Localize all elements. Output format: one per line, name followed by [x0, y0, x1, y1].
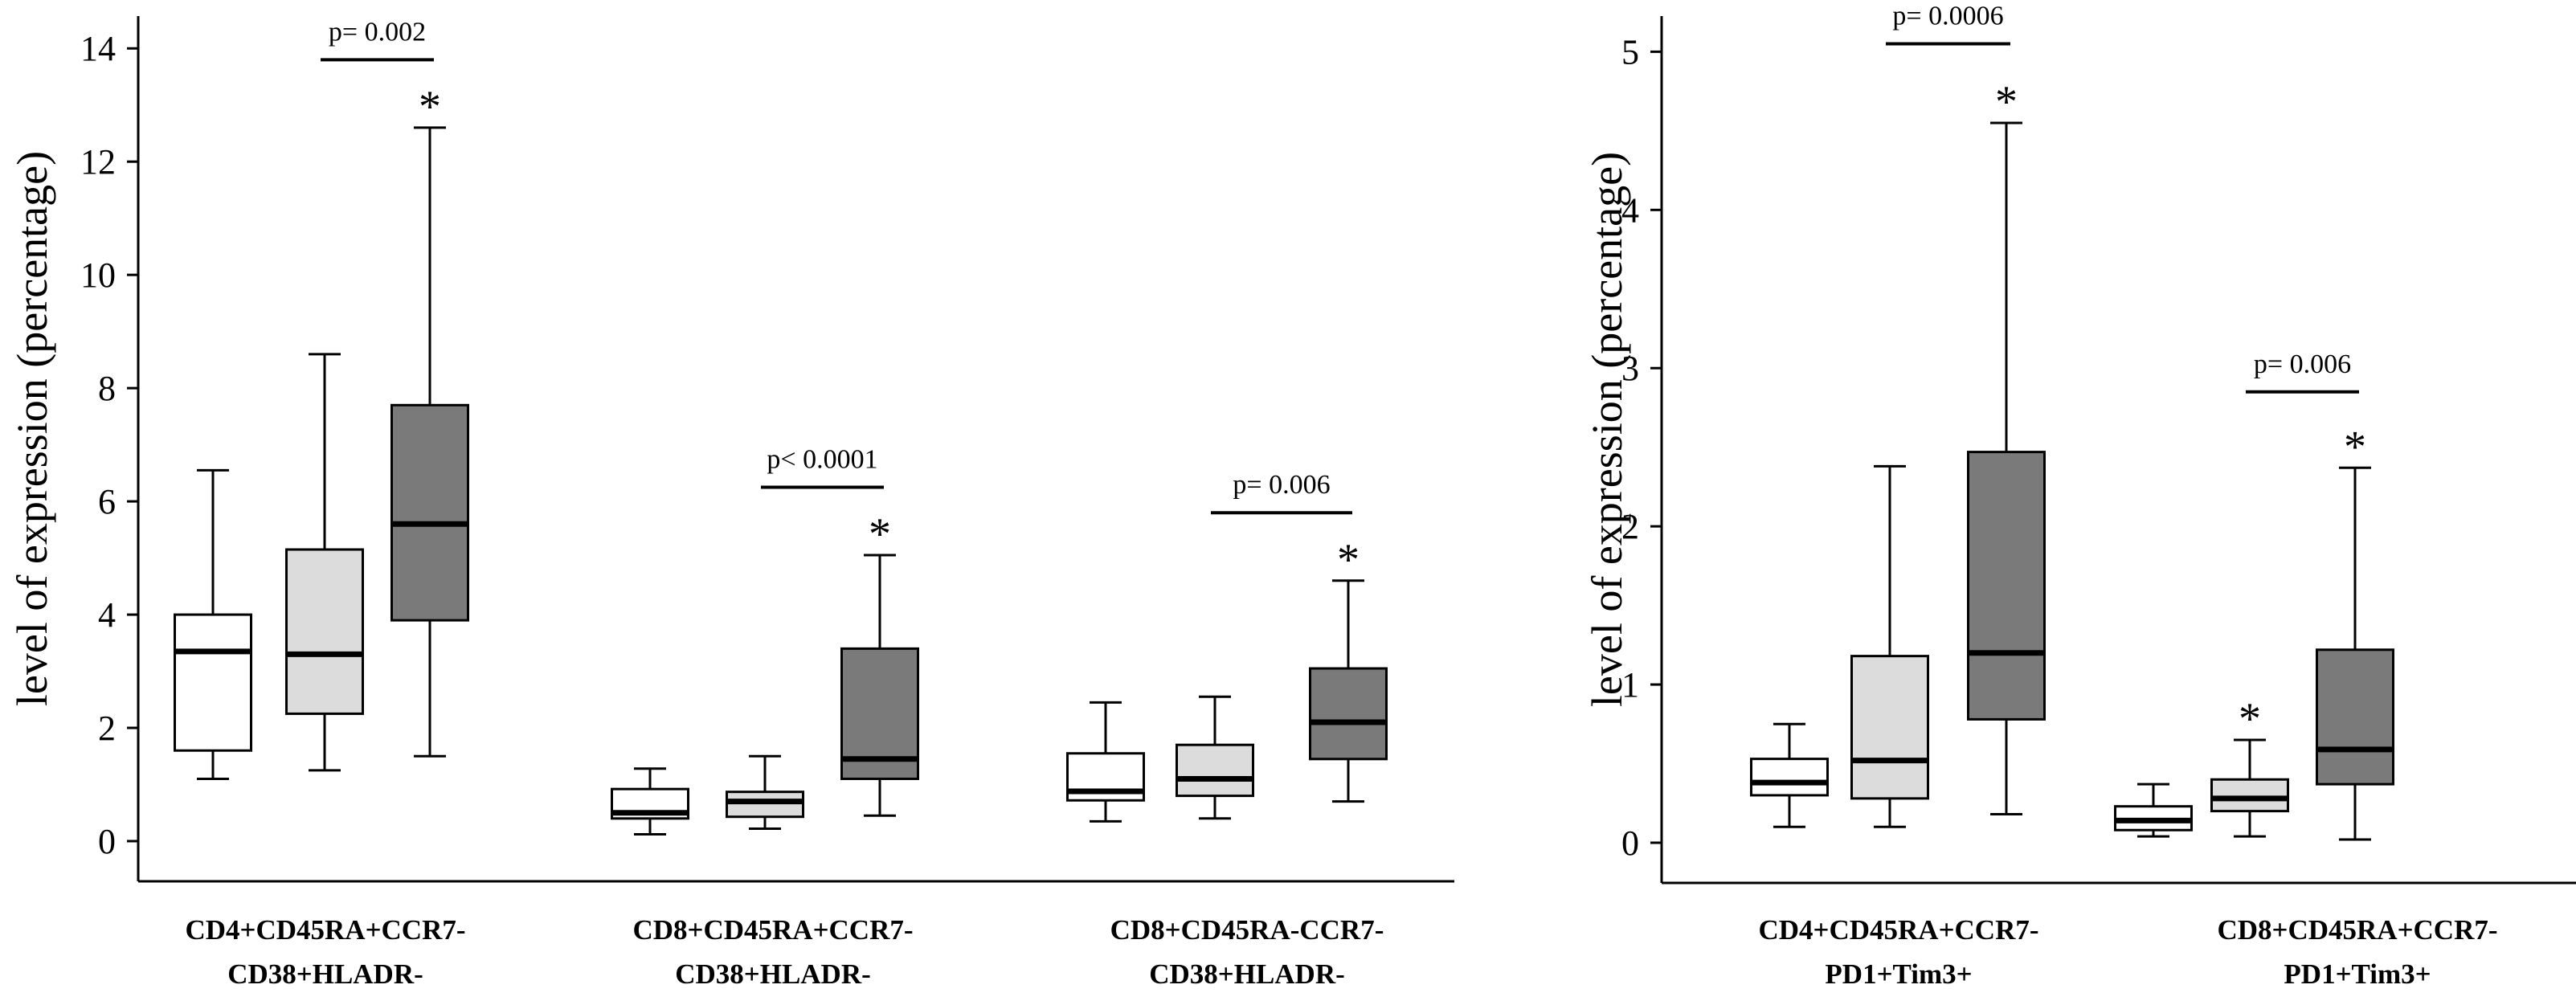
chart2-box-group1 [1750, 758, 1829, 797]
chart1-pvalue-label: p< 0.0001 [767, 444, 877, 474]
chart1-category-label-line1: CD8+CD45RA+CCR7- [632, 914, 913, 946]
chart1-y-tick-label: 10 [80, 255, 116, 295]
chart2-y-tick-label: 4 [1621, 190, 1639, 230]
chart1-y-tick-label: 8 [98, 369, 116, 408]
chart1-category-label-line2: CD38+HLADR- [1149, 958, 1345, 990]
chart1-category-label-line1: CD4+CD45RA+CCR7- [185, 914, 465, 946]
chart1-significance-star: * [419, 82, 441, 132]
chart2-category-label-line2: PD1+Tim3+ [2284, 958, 2431, 990]
chart2-box-group2 [2210, 778, 2289, 813]
chart1-y-tick-label: 2 [98, 709, 116, 748]
chart1-significance-star: * [869, 509, 891, 559]
chart2-significance-star: * [2344, 422, 2366, 472]
chart1-y-tick-label: 12 [80, 142, 116, 182]
chart2-y-tick-label: 2 [1621, 507, 1639, 546]
chart1-category-label-line2: CD38+HLADR- [227, 958, 423, 990]
chart2-y-tick-label: 1 [1621, 665, 1639, 705]
chart1-box-group1 [174, 613, 252, 752]
chart2-y-axis-label: level of expression (percentage) [1583, 152, 1631, 707]
chart1-y-tick-label: 6 [98, 482, 116, 521]
chart1-y-tick-label: 4 [98, 595, 116, 635]
chart2-box-group2 [1850, 655, 1929, 800]
chart1-box-group3 [1309, 667, 1388, 761]
chart2-significance-star: * [2239, 694, 2261, 744]
chart1-pvalue-label: p= 0.002 [329, 17, 426, 47]
chart2-y-tick-label: 5 [1621, 32, 1639, 72]
chart2-pvalue-label: p= 0.0006 [1892, 2, 2003, 31]
chart2-y-tick-label: 0 [1621, 823, 1639, 863]
chart2-category-label-line2: PD1+Tim3+ [1825, 958, 1972, 990]
chart2-category-label-line1: CD4+CD45RA+CCR7- [1758, 914, 2038, 946]
chart1-box-group2 [726, 791, 804, 819]
chart1-box-group2 [1176, 743, 1254, 798]
chart1-pvalue-label: p= 0.006 [1233, 470, 1330, 500]
chart2-box-group3 [2316, 648, 2394, 786]
chart1-category-label-line1: CD8+CD45RA-CCR7- [1110, 914, 1384, 946]
chart2-category-label-line1: CD8+CD45RA+CCR7- [2217, 914, 2497, 946]
chart1-box-group3 [390, 403, 469, 622]
chart2-significance-star: * [1995, 77, 2018, 127]
chart2-pvalue-label: p= 0.006 [2254, 349, 2351, 379]
chart1-category-label-line2: CD38+HLADR- [675, 958, 871, 990]
chart1-significance-star: * [1337, 535, 1360, 585]
chart2-box-group3 [1967, 451, 2046, 721]
chart1-y-axis-label: level of expression (percentage) [8, 151, 56, 706]
chart1-y-tick-label: 14 [80, 29, 116, 68]
chart1-box-group2 [285, 548, 364, 715]
chart2-y-tick-label: 3 [1621, 349, 1639, 388]
chart1-y-tick-label: 0 [98, 822, 116, 861]
